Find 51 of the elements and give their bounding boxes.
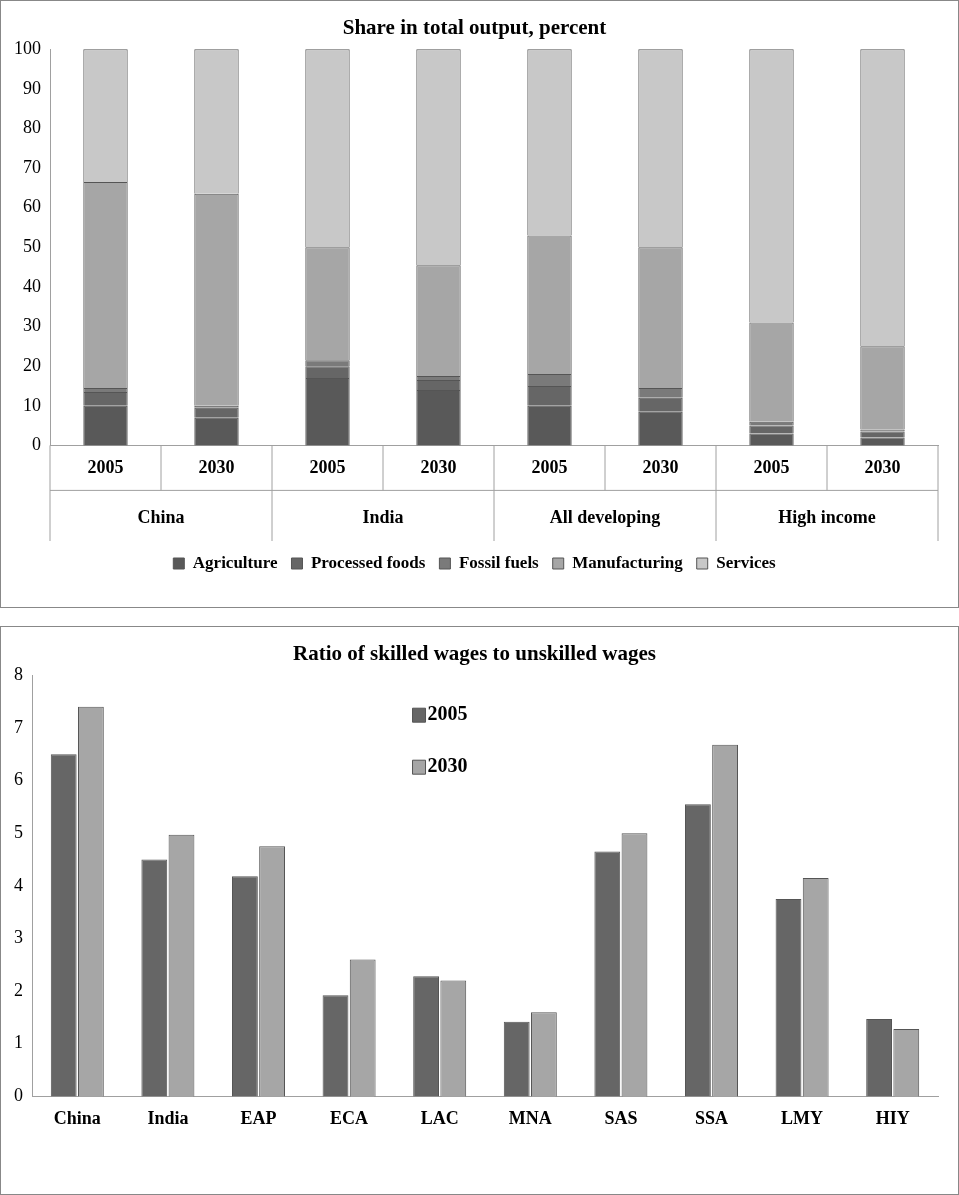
legend-label: Fossil fuels [458, 552, 540, 572]
y-tick-label: 50 [23, 236, 41, 257]
y-tick-label: 0 [14, 1085, 23, 1106]
y-tick-label: 40 [23, 275, 41, 296]
legend-label: Services [716, 552, 777, 572]
y-tick-label: 90 [23, 77, 41, 98]
y-tick-label: 5 [14, 821, 23, 842]
y-tick-label: 2 [14, 979, 23, 1000]
legend-label: 2005 [427, 702, 468, 725]
x-tick-label: SAS [604, 1107, 638, 1128]
x-tick-label: MNA [508, 1107, 552, 1128]
y-tick-label: 7 [14, 716, 23, 737]
y-tick-label: 10 [23, 394, 41, 415]
legend-label: Agriculture [192, 552, 278, 572]
y-tick-label: 4 [14, 874, 23, 895]
legend-label: 2030 [427, 754, 468, 777]
x-tick-label: HIY [875, 1107, 910, 1128]
y-tick-label: 80 [23, 117, 41, 138]
text: India [362, 507, 404, 528]
x-tick-label: 2005 [531, 456, 568, 477]
x-tick-label: China [53, 1107, 101, 1128]
y-tick-label: 0 [32, 434, 41, 455]
x-tick-label: ECA [330, 1107, 369, 1128]
x-tick-label: LAC [420, 1107, 459, 1128]
y-tick-label: 8 [14, 663, 23, 684]
chart-title: Ratio of skilled wages to unskilled wages [293, 641, 656, 666]
y-tick-label: 70 [23, 156, 41, 177]
x-tick-label: 2005 [753, 456, 790, 477]
x-tick-label: 2005 [309, 456, 346, 477]
x-tick-label: India [147, 1107, 189, 1128]
legend-label: Processed foods [310, 552, 426, 572]
y-tick-label: 30 [23, 315, 41, 336]
chart-title: Share in total output, percent [342, 15, 607, 40]
text: China [137, 507, 185, 528]
x-tick-label: 2030 [642, 456, 679, 477]
y-tick-label: 3 [14, 927, 23, 948]
x-tick-label: LMY [781, 1107, 824, 1128]
x-tick-label: 2030 [198, 456, 235, 477]
y-tick-label: 6 [14, 769, 23, 790]
y-tick-label: 60 [23, 196, 41, 217]
x-tick-label: 2030 [420, 456, 457, 477]
x-tick-label: 2030 [864, 456, 901, 477]
y-tick-label: 100 [14, 37, 41, 58]
y-tick-label: 20 [23, 354, 41, 375]
y-tick-label: 1 [14, 1032, 23, 1053]
x-tick-label: 2005 [87, 456, 124, 477]
legend-label: Manufacturing [572, 552, 684, 572]
x-tick-label: SSA [694, 1107, 729, 1128]
text: All developing [549, 507, 661, 528]
text: High income [778, 507, 876, 528]
x-tick-label: EAP [240, 1107, 277, 1128]
